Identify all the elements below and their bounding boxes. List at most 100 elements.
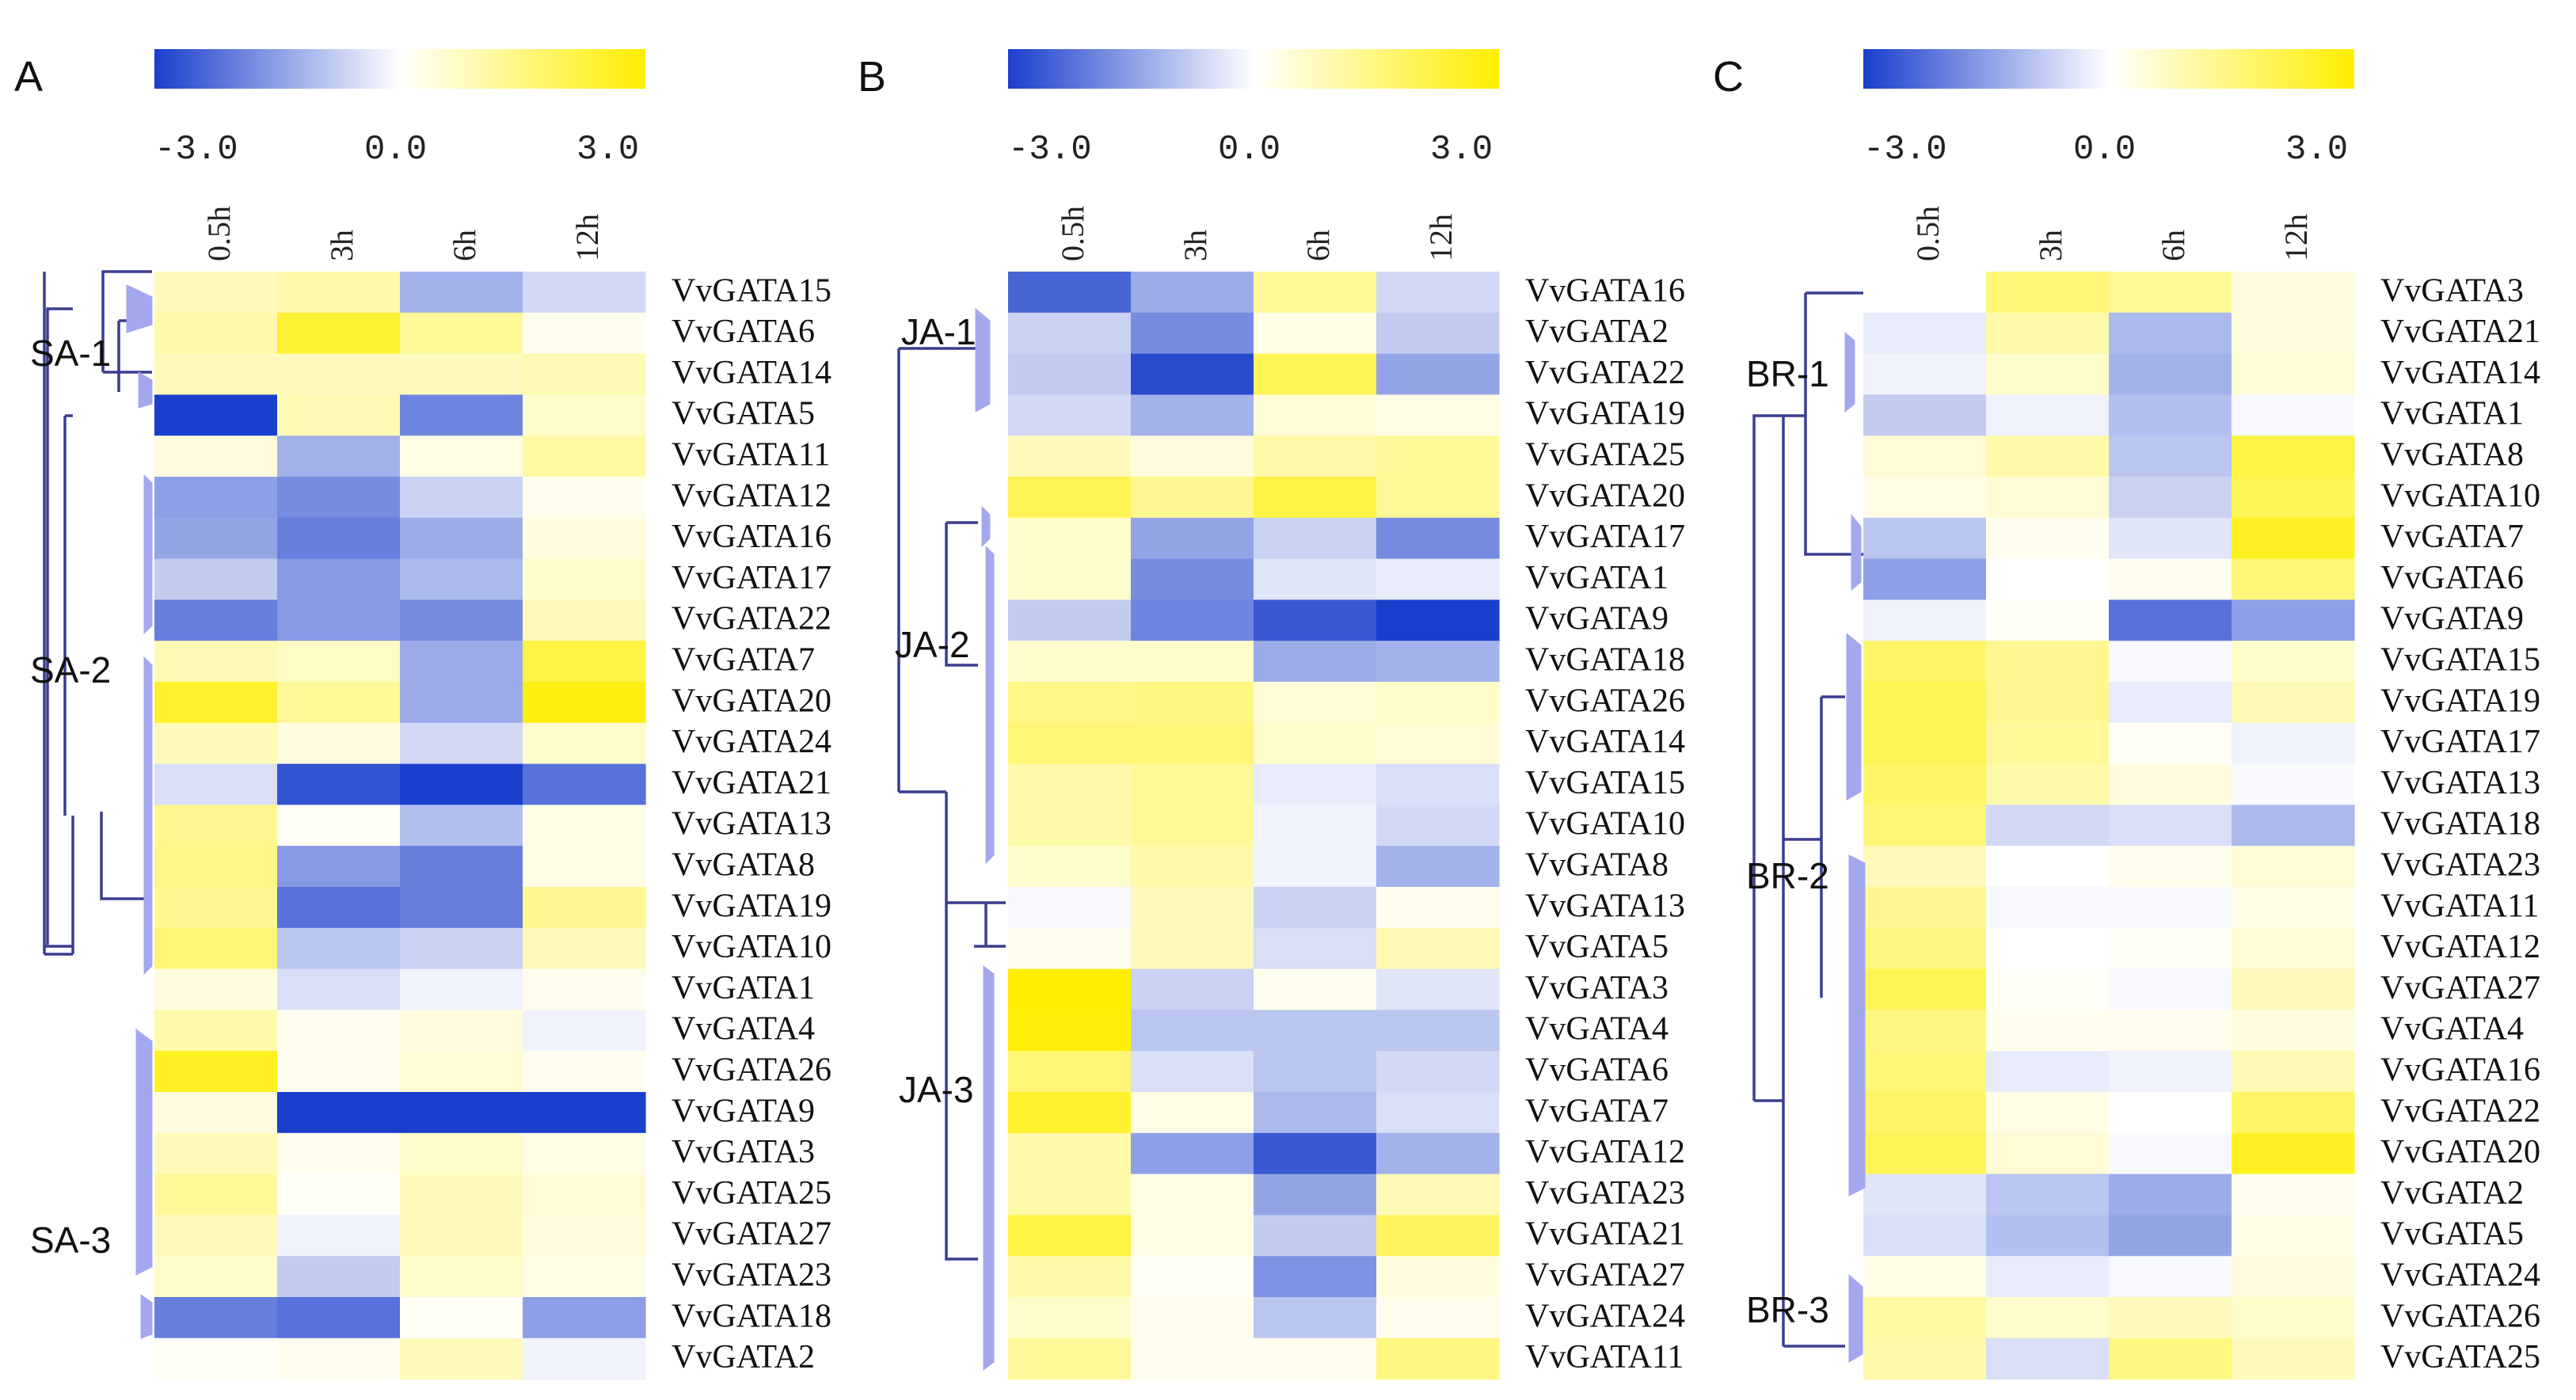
heatmap-cell (2109, 1174, 2232, 1215)
heatmap-cell (1986, 1215, 2110, 1257)
gene-label: VvGATA11 (672, 436, 830, 473)
scale-label-max: 3.0 (2285, 130, 2348, 169)
gene-label: VvGATA4 (1525, 1011, 1669, 1048)
heatmap-cell (1376, 927, 1500, 970)
heatmap-cell (2232, 641, 2355, 683)
gene-label: VvGATA13 (672, 806, 831, 843)
heatmap-cell (2109, 641, 2232, 683)
heatmap-cell (1131, 846, 1254, 888)
heatmap-cell (1254, 641, 1377, 683)
heatmap-cell (1863, 1297, 1987, 1339)
gene-label: VvGATA10 (672, 929, 831, 965)
heatmap-cell (1376, 1297, 1500, 1339)
gene-label: VvGATA10 (1525, 806, 1685, 843)
gene-label: VvGATA22 (1525, 355, 1685, 391)
heatmap-cell (1254, 394, 1377, 436)
heatmap-cell (400, 641, 523, 683)
heatmap-cell (1008, 1297, 1132, 1339)
heatmap-cell (1376, 1174, 1500, 1215)
color-scale-bar (154, 49, 645, 89)
gene-label: VvGATA5 (672, 396, 815, 432)
heatmap-cell (1254, 968, 1377, 1010)
cluster-wedges (126, 284, 153, 1339)
heatmap-cell (1986, 1010, 2110, 1052)
heatmap-cell (2232, 1337, 2355, 1380)
gene-label: VvGATA12 (672, 477, 831, 514)
dendrogram (1752, 291, 1863, 1348)
heatmap-cell (1863, 394, 1987, 436)
heatmap-cell (154, 1297, 278, 1339)
gene-label: VvGATA16 (2380, 1052, 2540, 1088)
gene-label: VvGATA21 (1525, 1216, 1685, 1253)
heatmap-cell (1986, 1051, 2110, 1093)
scale-label-mid: 0.0 (364, 130, 427, 169)
gene-label: VvGATA1 (672, 970, 815, 1006)
heatmap-cell (2109, 1132, 2232, 1175)
heatmap-cell (523, 1092, 646, 1134)
heatmap-cell (1863, 927, 1987, 970)
heatmap-cell (277, 641, 401, 683)
gene-label: VvGATA24 (2380, 1257, 2540, 1293)
heatmap-cell (277, 272, 401, 314)
heatmap-cell (400, 353, 523, 395)
heatmap-cell (400, 1051, 523, 1093)
heatmap-cell (1986, 1174, 2110, 1215)
column-label: 3h (2033, 230, 2068, 261)
heatmap-cell (277, 968, 401, 1010)
heatmap-cell (523, 599, 646, 641)
heatmap-cell (400, 436, 523, 477)
heatmap-cell (154, 517, 278, 560)
heatmap-cell (1986, 927, 2110, 970)
heatmap-cell (2109, 927, 2232, 970)
cluster-wedges (1844, 331, 1866, 1363)
heatmap-cell (277, 1174, 401, 1215)
heatmap-cell (2232, 1132, 2355, 1175)
cluster-label: JA-2 (895, 624, 970, 665)
scale-label-max: 3.0 (1430, 130, 1493, 169)
gene-label: VvGATA23 (2380, 846, 2540, 883)
heatmap-cell (1376, 312, 1500, 355)
scale-label-min: -3.0 (1008, 130, 1092, 169)
gene-label: VvGATA10 (2380, 477, 2540, 514)
heatmap-cell (1008, 846, 1132, 888)
heatmap-cell (1986, 394, 2110, 436)
heatmap-cell (2232, 394, 2355, 436)
gene-labels: VvGATA16 VvGATA2 VvGATA22 VvGATA19 VvGATA25 V… (1525, 272, 1685, 1375)
panel-letter: C (1713, 53, 1744, 101)
heatmap-cell (1376, 846, 1500, 888)
heatmap-cell (1863, 599, 1987, 641)
color-scale-bar (1008, 49, 1499, 89)
heatmap-cell (277, 558, 401, 600)
heatmap-cell (2109, 353, 2232, 395)
heatmap-cell (1376, 968, 1500, 1010)
heatmap-cell (1863, 1092, 1987, 1134)
heatmap-cell (400, 722, 523, 765)
gene-labels: VvGATA15 VvGATA6 VvGATA14 VvGATA5 VvGATA11 Vv… (672, 272, 831, 1375)
gene-label: VvGATA9 (672, 1093, 815, 1129)
gene-label: VvGATA25 (2380, 1339, 2540, 1375)
panel-letter: B (858, 53, 886, 101)
scale-label-min: -3.0 (1863, 130, 1947, 169)
heatmap-cell (1986, 312, 2110, 355)
heatmap-cell (2232, 722, 2355, 765)
gene-label: VvGATA1 (1525, 560, 1669, 596)
heatmap-cell (1131, 558, 1254, 600)
column-label: 0.5h (201, 206, 237, 261)
heatmap-cell (1376, 394, 1500, 436)
heatmap-cell (154, 1092, 278, 1134)
heatmap-cell (277, 805, 401, 846)
heatmap-cell (277, 927, 401, 970)
heatmap-cell (2109, 1010, 2232, 1052)
heatmap-cell (154, 763, 278, 805)
heatmap-cell (1131, 805, 1254, 846)
heatmap-cell (1863, 1051, 1987, 1093)
heatmap-cell (1008, 805, 1132, 846)
cluster-wedges (975, 307, 995, 1371)
scale-label-mid: 0.0 (2073, 130, 2136, 169)
heatmap-cell (2232, 558, 2355, 600)
heatmap-cell (277, 1132, 401, 1175)
heatmap-cell (1376, 1215, 1500, 1257)
panel-c: C -3.0 0.0 3.0 0.5h 3h 6h 12h VvGATA3VvG… (1713, 49, 2540, 1380)
heatmap-cell (2109, 968, 2232, 1010)
gene-label: VvGATA13 (1525, 888, 1685, 924)
